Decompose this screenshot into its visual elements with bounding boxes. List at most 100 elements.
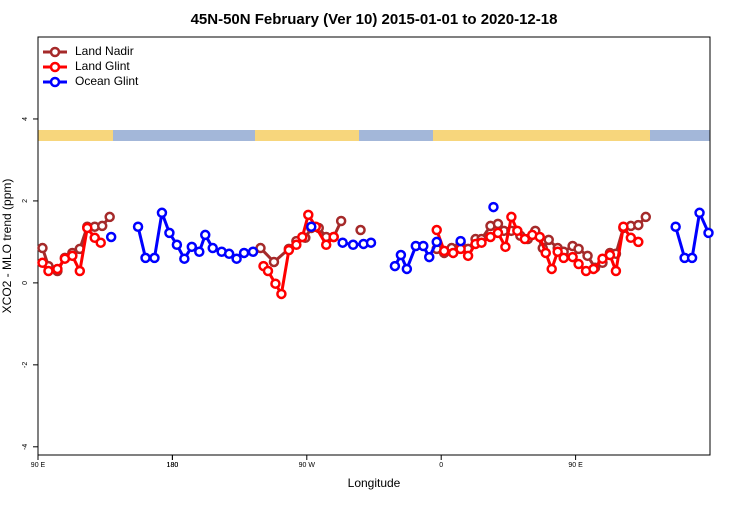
data-point bbox=[320, 239, 332, 251]
data-point bbox=[588, 263, 599, 275]
data-point bbox=[96, 220, 108, 232]
data-point bbox=[476, 237, 487, 248]
data-point bbox=[534, 231, 546, 243]
data-point bbox=[223, 248, 235, 260]
data-point bbox=[431, 236, 442, 248]
data-point bbox=[335, 215, 347, 227]
data-point bbox=[462, 250, 474, 262]
data-point bbox=[618, 221, 629, 232]
data-point bbox=[455, 235, 466, 247]
legend-marker bbox=[49, 61, 61, 73]
data-point bbox=[164, 227, 175, 239]
data-point bbox=[546, 263, 557, 275]
data-point bbox=[140, 252, 151, 264]
data-point bbox=[633, 219, 644, 231]
y-axis-label: XCO2 - MLO trend (ppm) bbox=[0, 179, 14, 314]
y-tick-label: 0 bbox=[22, 281, 29, 285]
x-axis-label: Longitude bbox=[348, 476, 401, 490]
legend-label: Land Nadir bbox=[75, 44, 134, 58]
data-point bbox=[67, 250, 78, 262]
x-tick-label: 90 E bbox=[568, 462, 583, 469]
data-point bbox=[512, 225, 523, 237]
x-tick-label: 180 bbox=[167, 462, 179, 469]
data-point bbox=[447, 247, 459, 259]
data-point bbox=[82, 222, 93, 234]
data-point bbox=[171, 239, 183, 251]
data-point bbox=[262, 265, 274, 277]
data-point bbox=[395, 249, 407, 261]
data-point bbox=[328, 231, 339, 243]
data-point bbox=[186, 241, 198, 253]
y-tick-label: 4 bbox=[22, 117, 29, 121]
data-point bbox=[401, 263, 413, 275]
data-point bbox=[238, 247, 250, 259]
data-point bbox=[389, 260, 401, 272]
data-point bbox=[633, 236, 644, 248]
chart-title: 45N-50N February (Ver 10) 2015-01-01 to … bbox=[191, 11, 558, 28]
data-point bbox=[573, 258, 584, 270]
data-point bbox=[303, 209, 314, 221]
data-point bbox=[552, 246, 563, 257]
data-point bbox=[492, 227, 504, 239]
legend-label: Land Glint bbox=[75, 59, 130, 73]
data-point bbox=[276, 288, 287, 300]
y-tick-label: 2 bbox=[22, 199, 29, 203]
data-point bbox=[573, 243, 584, 255]
data-point bbox=[105, 231, 117, 243]
data-point bbox=[194, 246, 205, 257]
legend-label: Ocean Glint bbox=[75, 74, 139, 88]
x-tick-label: 0 bbox=[439, 462, 443, 469]
data-point bbox=[149, 252, 160, 264]
data-point bbox=[297, 231, 308, 243]
data-point bbox=[104, 211, 115, 223]
map-strip bbox=[38, 130, 710, 141]
data-point bbox=[365, 237, 377, 248]
data-point bbox=[355, 224, 366, 236]
data-point bbox=[283, 244, 295, 256]
legend-marker bbox=[49, 46, 61, 58]
data-point bbox=[640, 211, 652, 223]
x-tick-label: 90 E bbox=[31, 462, 46, 469]
data-point bbox=[582, 250, 593, 262]
data-point bbox=[438, 245, 450, 257]
x-tick-label: 180 bbox=[167, 462, 179, 469]
y-tick-label: -4 bbox=[22, 444, 29, 450]
data-point bbox=[703, 227, 714, 239]
data-point bbox=[567, 251, 578, 263]
data-point bbox=[485, 231, 496, 243]
data-point bbox=[231, 253, 242, 264]
data-point bbox=[670, 221, 681, 232]
data-point bbox=[268, 256, 280, 268]
data-point bbox=[179, 253, 190, 264]
data-point bbox=[52, 263, 63, 275]
data-point bbox=[74, 265, 86, 277]
data-point bbox=[686, 252, 698, 264]
data-point bbox=[207, 242, 218, 254]
data-point bbox=[200, 229, 211, 241]
data-point bbox=[610, 265, 622, 277]
data-point bbox=[500, 241, 511, 253]
data-point bbox=[37, 242, 48, 254]
data-point bbox=[543, 234, 554, 246]
data-point bbox=[306, 221, 317, 232]
data-point bbox=[43, 265, 54, 277]
legend-marker bbox=[49, 76, 61, 88]
data-point bbox=[519, 233, 531, 245]
data-point bbox=[37, 257, 48, 269]
data-point bbox=[291, 239, 302, 251]
data-point bbox=[132, 221, 144, 232]
data-point bbox=[337, 237, 348, 248]
data-point bbox=[431, 224, 442, 236]
data-point bbox=[558, 252, 569, 264]
data-point bbox=[625, 232, 637, 244]
data-point bbox=[418, 240, 429, 252]
y-tick-label: -2 bbox=[22, 362, 29, 368]
x-tick-label: 90 W bbox=[299, 462, 316, 469]
data-point bbox=[347, 239, 359, 251]
data-point bbox=[247, 246, 259, 257]
data-point bbox=[424, 251, 435, 263]
data-point bbox=[506, 211, 517, 223]
data-point bbox=[540, 247, 551, 259]
